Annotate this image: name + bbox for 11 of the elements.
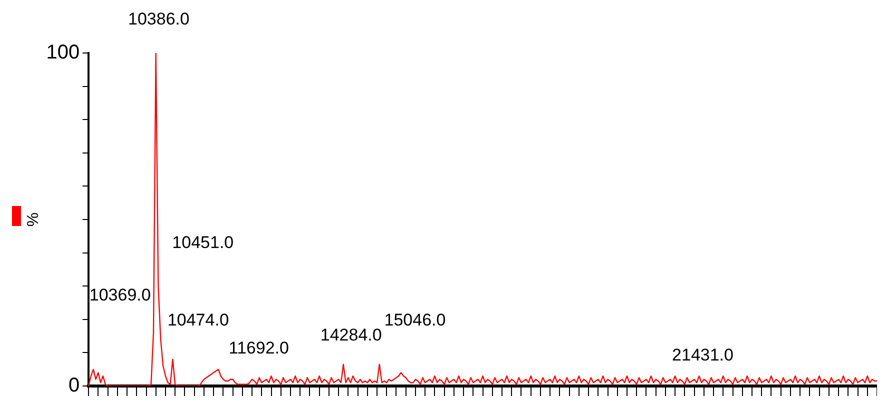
text: 10386.0 (128, 9, 190, 28)
annotation: 10474.0 (167, 310, 229, 330)
y-tick-label: 100 (46, 42, 80, 64)
annotation: 21431.0 (672, 346, 734, 365)
annotation: 11692.0 (228, 338, 289, 358)
annotation: 15046.0 (384, 310, 446, 330)
annotation: 10369.0 (89, 285, 151, 304)
annotation: 10451.0 (172, 233, 234, 252)
y-axis-title: % (25, 212, 42, 227)
annotation: 14284.0 (320, 325, 382, 344)
y-tick-label: 0 (68, 374, 80, 397)
